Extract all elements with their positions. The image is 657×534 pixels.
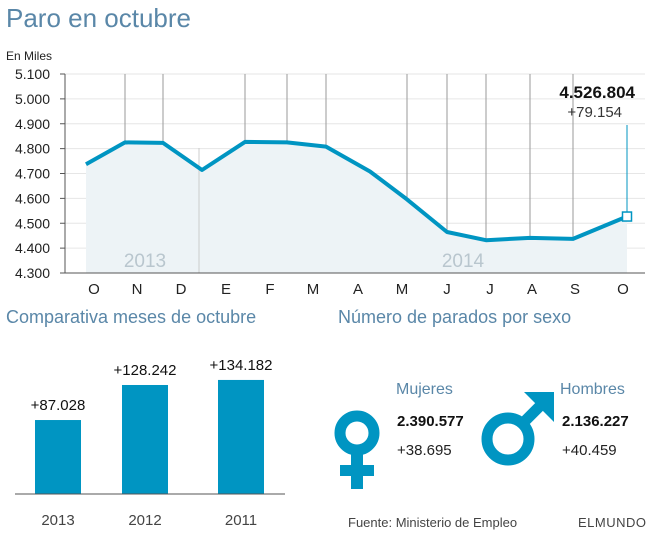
page-title: Paro en octubre bbox=[6, 3, 192, 33]
bar-2012 bbox=[122, 384, 168, 494]
annotation-change: +79.154 bbox=[567, 104, 622, 121]
bar-category-label: 2013 bbox=[41, 512, 74, 529]
y-tick-label: 4.800 bbox=[15, 141, 50, 157]
y-tick-label: 4.400 bbox=[15, 240, 50, 256]
bar-value-label: +87.028 bbox=[31, 397, 86, 414]
bar-chart: +87.028 2013 +128.242 2012 +134.182 2011 bbox=[15, 357, 285, 529]
men-change: +40.459 bbox=[562, 442, 617, 459]
x-tick-label: J bbox=[443, 281, 451, 298]
x-tick-label: O bbox=[617, 281, 629, 298]
women-label: Mujeres bbox=[396, 381, 453, 398]
y-tick-label: 4.600 bbox=[15, 190, 50, 206]
x-tick-label: M bbox=[307, 281, 320, 298]
x-tick-label: S bbox=[570, 281, 580, 298]
last-point-marker bbox=[621, 211, 633, 222]
bar-category-label: 2012 bbox=[128, 512, 161, 529]
x-tick-label: M bbox=[396, 281, 409, 298]
bar-2013 bbox=[35, 420, 81, 494]
men-total: 2.136.227 bbox=[562, 413, 629, 430]
y-axis-label: En Miles bbox=[6, 49, 52, 63]
women-change: +38.695 bbox=[397, 442, 452, 459]
period-label-2014: 2014 bbox=[442, 251, 485, 272]
x-tick-label: A bbox=[527, 281, 537, 298]
line-chart: En Miles 2013 2014 4.526.804 +79.154 4.3… bbox=[6, 49, 645, 298]
brand-logo: ELMUNDO bbox=[578, 515, 647, 530]
gender-title: Número de parados por sexo bbox=[338, 307, 572, 327]
bar-2011 bbox=[218, 379, 264, 494]
male-symbol-icon bbox=[481, 392, 554, 466]
female-symbol-icon bbox=[334, 410, 380, 489]
y-tick-label: 4.500 bbox=[15, 215, 50, 231]
y-tick-label: 4.300 bbox=[15, 265, 50, 281]
bar-chart-title: Comparativa meses de octubre bbox=[6, 307, 257, 327]
men-label: Hombres bbox=[560, 381, 625, 398]
y-tick-label: 5.000 bbox=[15, 91, 50, 107]
bar-value-label: +128.242 bbox=[114, 362, 177, 379]
x-tick-label: O bbox=[88, 281, 100, 298]
women-total: 2.390.577 bbox=[397, 413, 464, 430]
x-tick-label: A bbox=[353, 281, 363, 298]
y-tick-label: 4.900 bbox=[15, 116, 50, 132]
y-tick-label: 5.100 bbox=[15, 66, 50, 82]
x-tick-label: J bbox=[486, 281, 494, 298]
bar-value-label: +134.182 bbox=[210, 357, 273, 374]
period-label-2013: 2013 bbox=[124, 251, 166, 272]
line-series bbox=[85, 139, 628, 243]
source-note: Fuente: Ministerio de Empleo bbox=[348, 515, 518, 530]
y-tick-label: 4.700 bbox=[15, 166, 50, 182]
x-tick-label: F bbox=[265, 281, 274, 298]
x-tick-label: N bbox=[132, 281, 143, 298]
bar-category-label: 2011 bbox=[225, 512, 257, 529]
annotation-value: 4.526.804 bbox=[559, 83, 635, 102]
x-tick-label: E bbox=[221, 281, 231, 298]
x-tick-label: D bbox=[176, 281, 187, 298]
